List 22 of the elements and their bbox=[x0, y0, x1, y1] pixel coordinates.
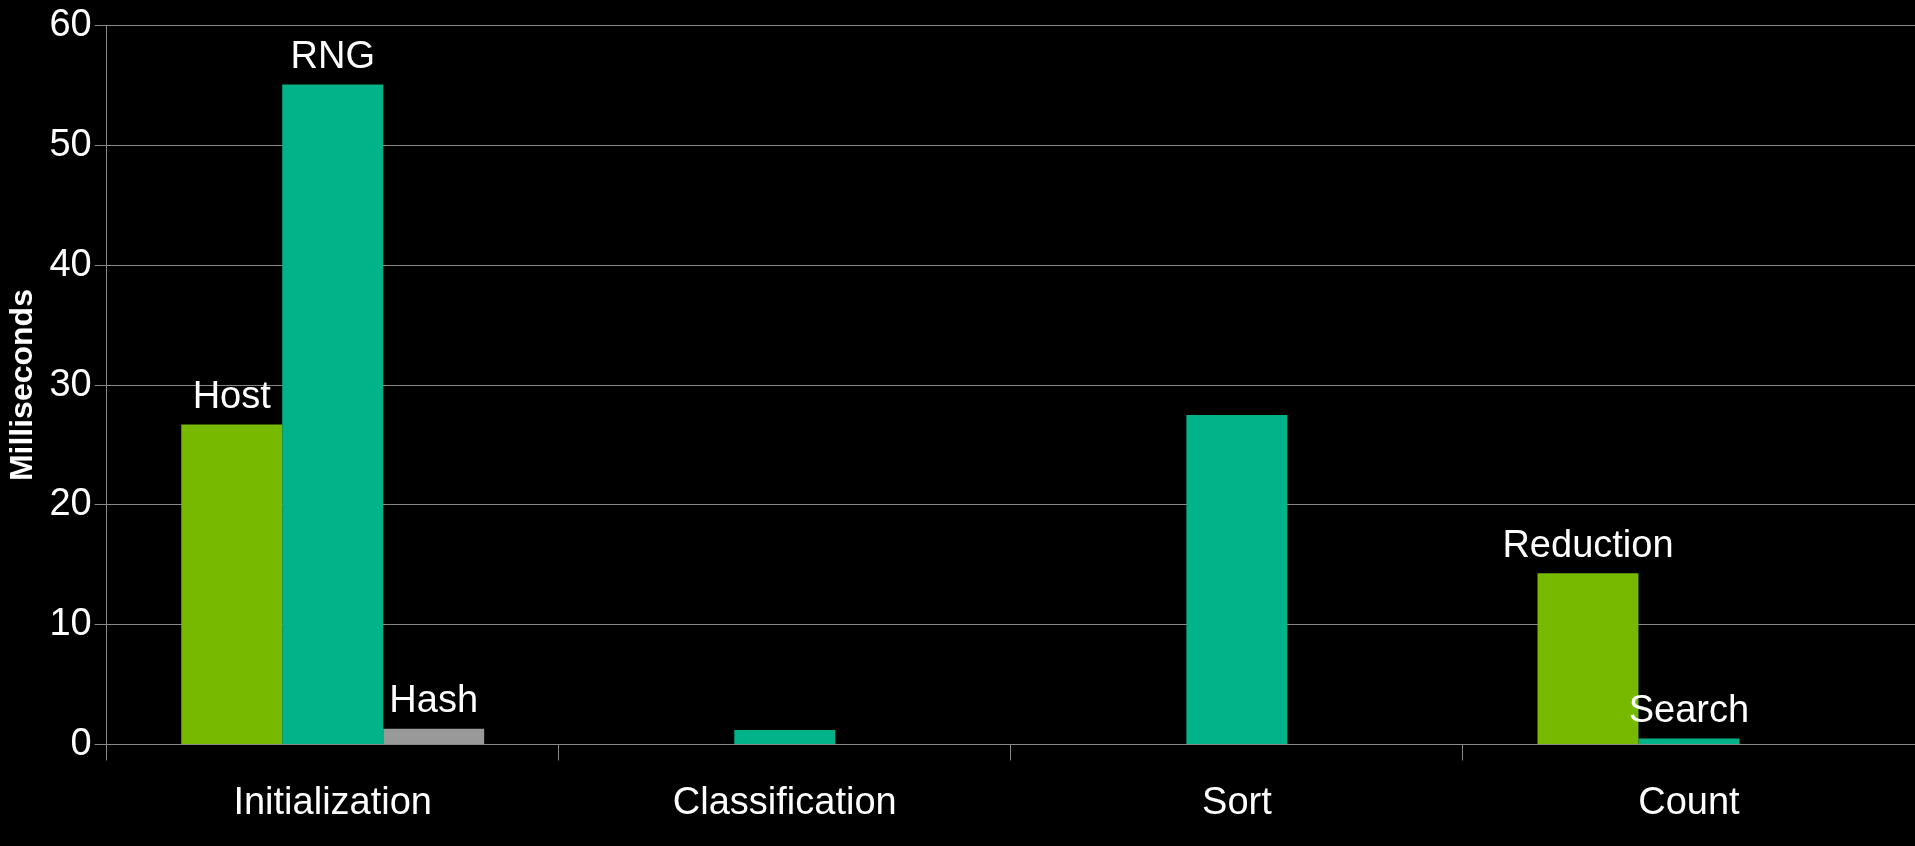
data-label: RNG bbox=[290, 33, 375, 76]
y-tick-label: 40 bbox=[49, 241, 92, 284]
bar bbox=[1638, 738, 1740, 744]
data-label: Reduction bbox=[1502, 522, 1674, 565]
y-tick-label: 60 bbox=[49, 2, 92, 45]
y-tick-label: 30 bbox=[49, 361, 92, 404]
bar bbox=[1186, 415, 1288, 744]
y-tick-label: 50 bbox=[49, 122, 92, 165]
bar bbox=[383, 728, 485, 744]
bar bbox=[282, 84, 384, 744]
data-label: Hash bbox=[389, 678, 479, 721]
bar bbox=[181, 424, 283, 744]
y-tick-label: 20 bbox=[49, 481, 92, 524]
bar bbox=[734, 730, 836, 744]
x-tick-label: Classification bbox=[672, 779, 897, 822]
data-label: Host bbox=[192, 374, 272, 417]
x-tick-label: Initialization bbox=[233, 779, 432, 822]
y-tick-label: 0 bbox=[70, 720, 92, 763]
x-tick-label: Count bbox=[1638, 779, 1741, 822]
y-axis-title: Milliseconds bbox=[3, 289, 40, 482]
x-tick-label: Sort bbox=[1202, 779, 1273, 822]
y-tick-label: 10 bbox=[49, 601, 92, 644]
